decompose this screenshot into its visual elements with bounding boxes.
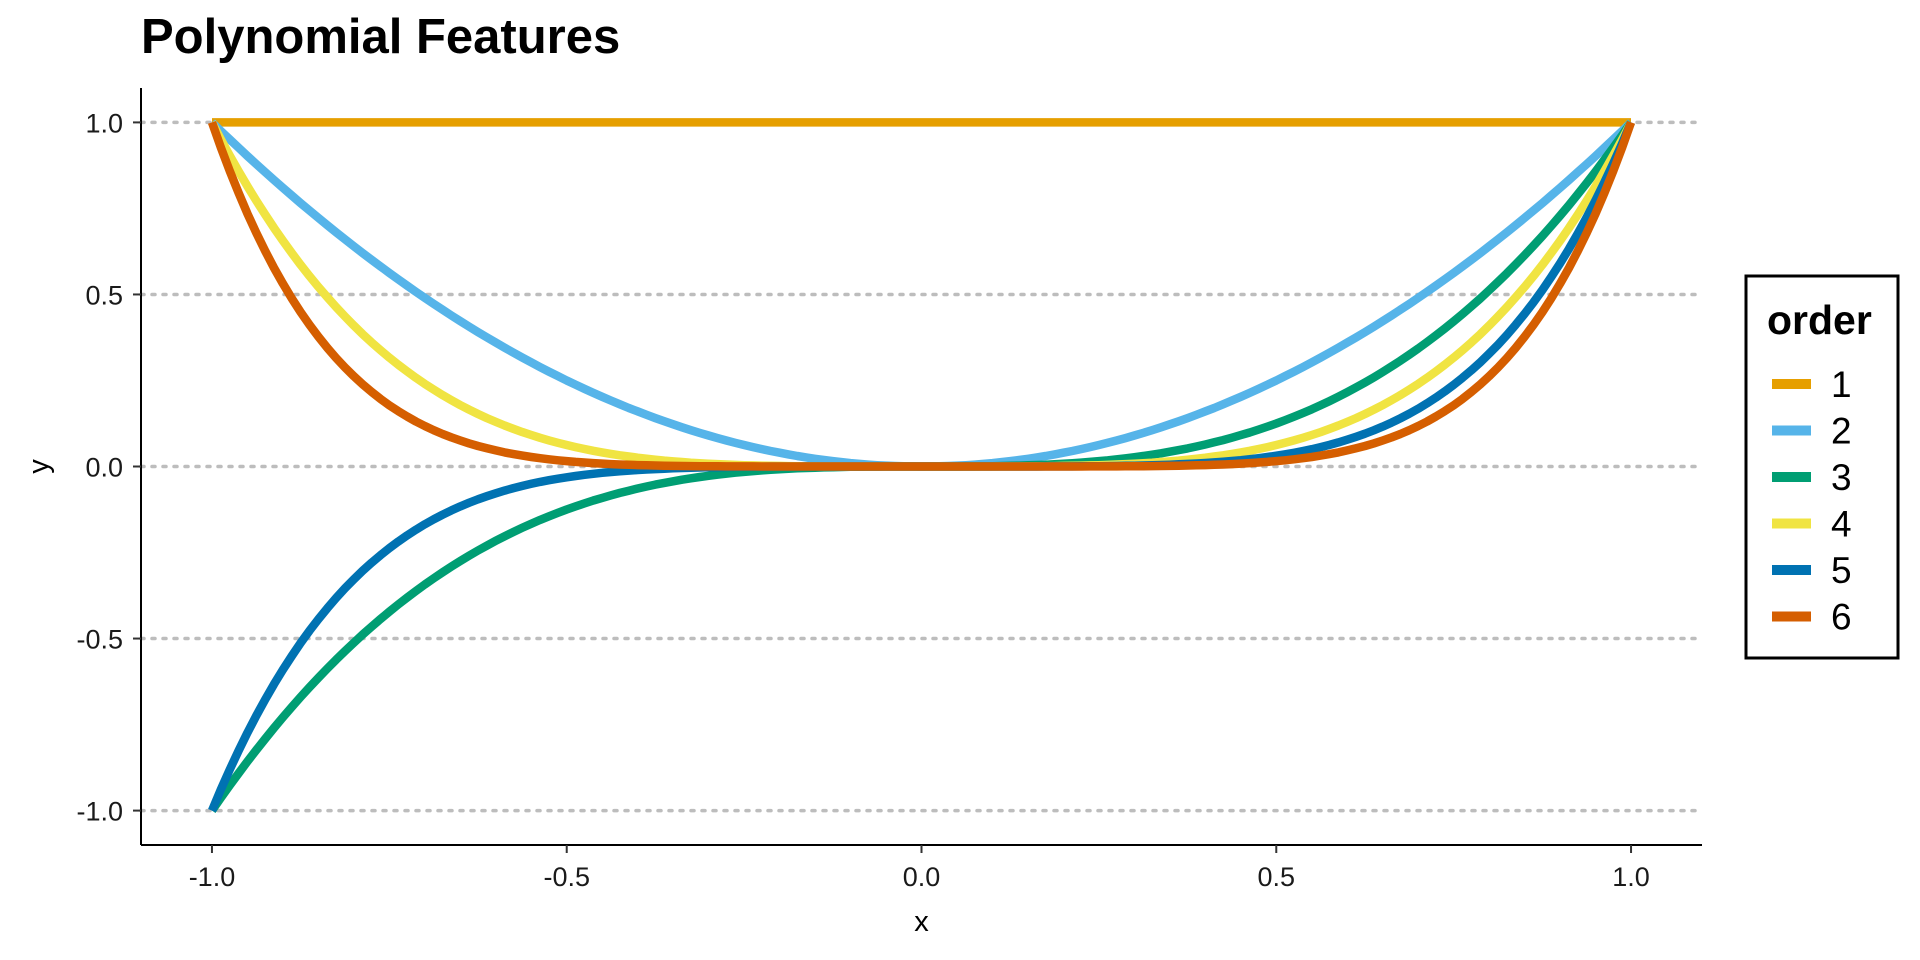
legend-label-order-5: 5	[1831, 550, 1852, 591]
y-tick-label-3: 0.5	[85, 280, 123, 310]
y-axis-ticks: -1.0 -0.5 0.0 0.5 1.0	[76, 108, 141, 827]
x-tick-label-0: -1.0	[189, 862, 236, 892]
legend-box	[1744, 274, 1900, 660]
legend-label-order-1: 1	[1831, 364, 1852, 405]
x-axis-ticks: -1.0 -0.5 0.0 0.5 1.0	[189, 845, 1650, 892]
legend-label-order-3: 3	[1831, 457, 1852, 498]
y-tick-label-4: 1.0	[85, 108, 123, 138]
legend-title: order	[1767, 297, 1872, 343]
y-tick-label-2: 0.0	[85, 453, 123, 483]
legend-label-order-4: 4	[1831, 504, 1852, 545]
legend-items: 1 2 3 4 5 6	[1772, 364, 1852, 638]
legend: order 1 2 3 4 5 6	[1744, 274, 1900, 660]
legend-label-order-6: 6	[1831, 597, 1852, 638]
x-tick-label-4: 1.0	[1612, 862, 1650, 892]
y-tick-label-0: -1.0	[76, 797, 123, 827]
y-tick-label-1: -0.5	[76, 625, 123, 655]
x-tick-label-2: 0.0	[903, 862, 941, 892]
series-line-order-6	[207, 120, 1636, 471]
x-axis-title: x	[914, 906, 929, 938]
x-tick-label-1: -0.5	[543, 862, 590, 892]
legend-label-order-2: 2	[1831, 411, 1852, 452]
y-axis-title: y	[23, 459, 55, 474]
series-lines	[207, 118, 1636, 814]
x-tick-label-3: 0.5	[1257, 862, 1295, 892]
chart-title: Polynomial Features	[141, 10, 620, 64]
